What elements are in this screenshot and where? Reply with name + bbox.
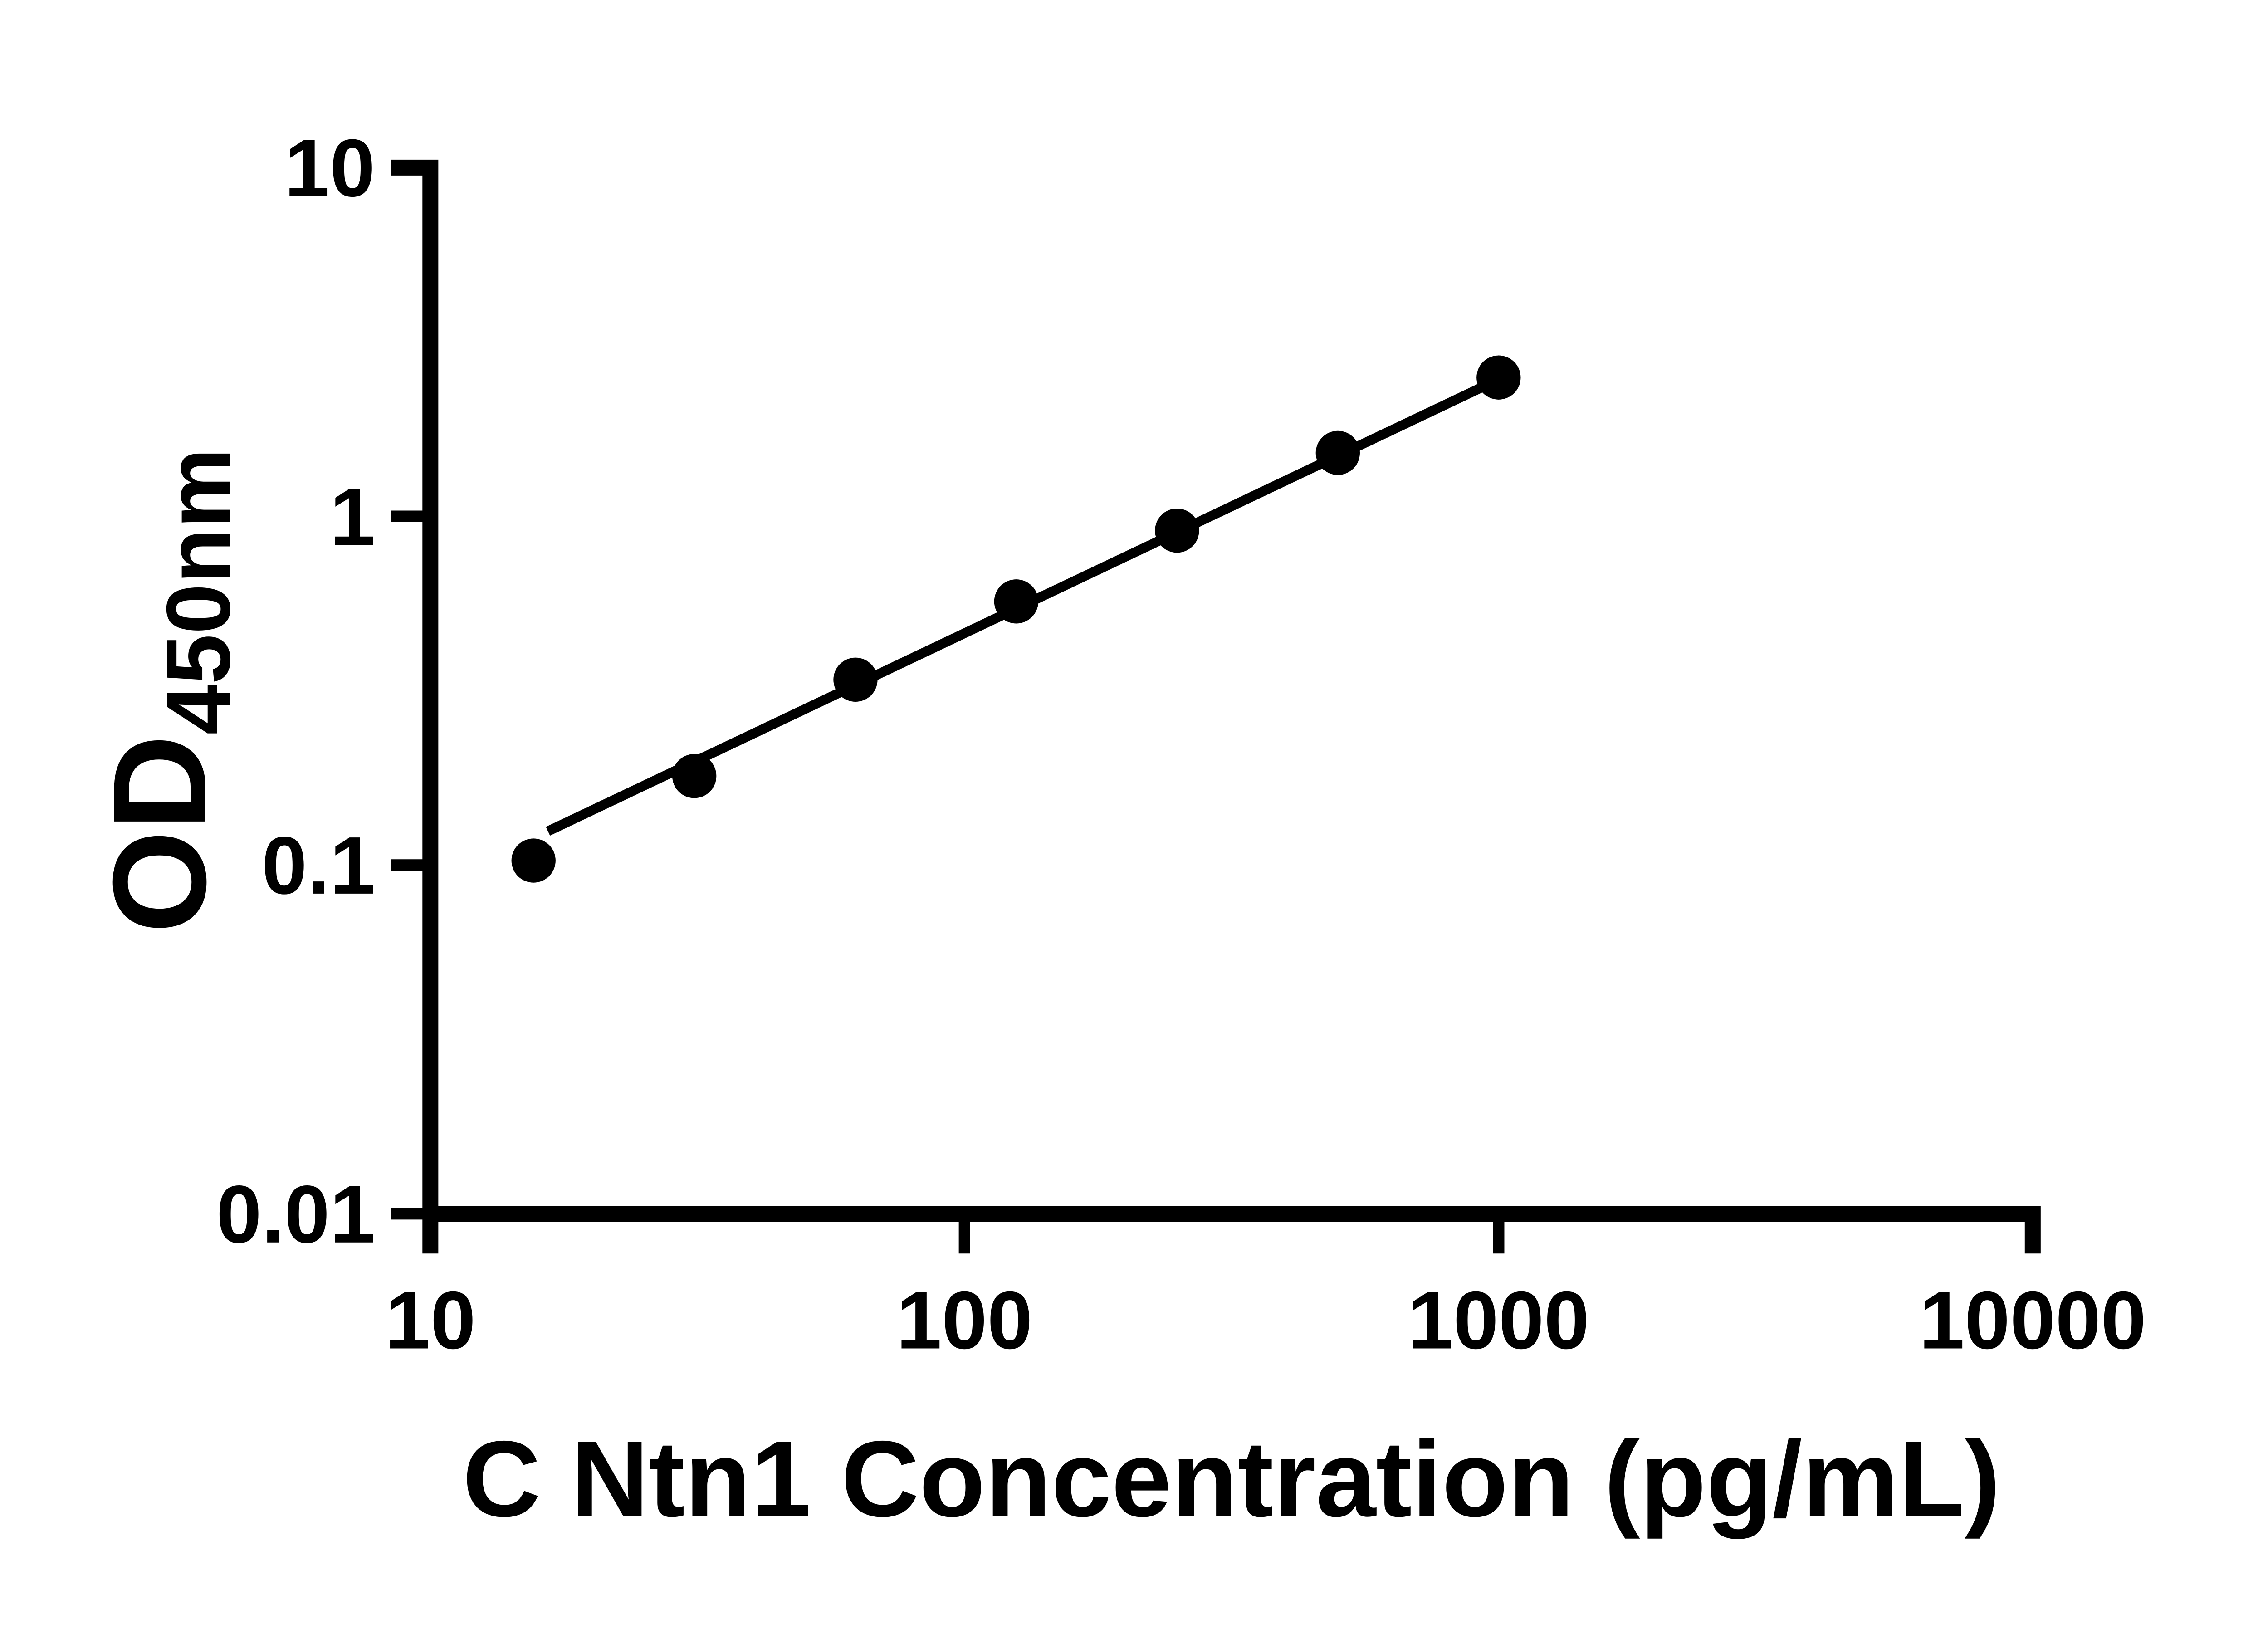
x-tick-label: 1000: [1408, 1275, 1589, 1366]
data-point: [833, 657, 878, 702]
y-tick-label: 10: [284, 122, 375, 214]
data-point: [1155, 508, 1199, 553]
data-point: [511, 838, 556, 883]
y-axis-tick-labels: 10 1 0.1 0.01: [216, 122, 375, 1260]
x-axis-ticks: [958, 1213, 1505, 1254]
y-tick-label: 0.1: [262, 820, 375, 911]
x-tick-label: 10000: [1919, 1275, 2146, 1366]
x-axis-title: C Ntn1 Concentration (pg/mL): [463, 1418, 2000, 1539]
x-tick-label: 10: [385, 1275, 476, 1366]
x-tick-label: 100: [896, 1275, 1032, 1366]
data-point: [1476, 355, 1521, 400]
x-axis-tick-labels: 10 100 1000 10000: [385, 1275, 2146, 1366]
y-axis-title-subscript: 450nm: [148, 448, 249, 735]
y-axis-title: OD450nm: [86, 448, 249, 934]
data-series: [511, 355, 1521, 883]
y-axis-ticks: [391, 510, 430, 1220]
y-axis-title-main: OD: [86, 735, 234, 934]
data-point: [994, 579, 1039, 624]
chart-background: [0, 22, 2268, 1607]
data-point: [1315, 430, 1360, 475]
data-point: [672, 754, 717, 798]
y-tick-label: 0.01: [216, 1169, 375, 1260]
y-tick-label: 1: [330, 471, 375, 563]
